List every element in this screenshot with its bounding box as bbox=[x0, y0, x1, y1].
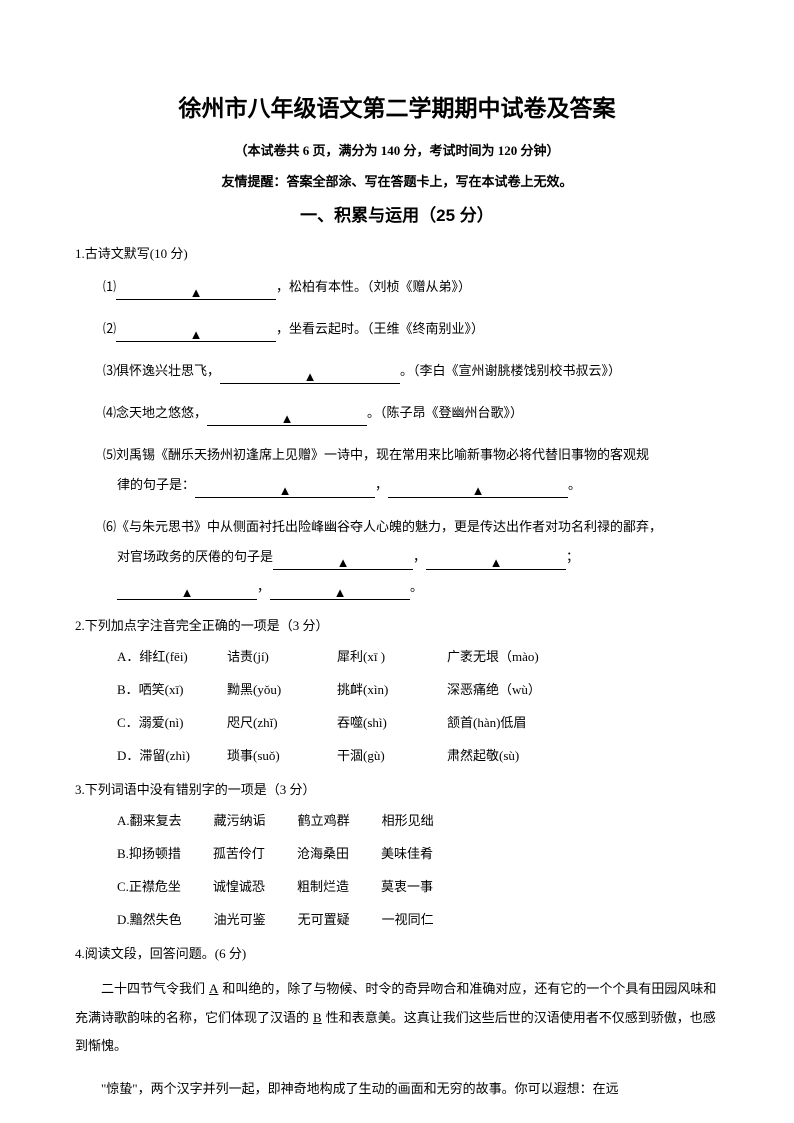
q3-heading: 3.下列词语中没有错别字的一项是（3 分） bbox=[75, 780, 719, 801]
opt-cell: 琐事(suǒ) bbox=[227, 746, 337, 767]
q1-item-6-line1: ⑹《与朱元思书》中从侧面衬托出险峰幽谷夺人心魄的魅力，更是传达出作者对功名利禄的… bbox=[103, 519, 662, 534]
blank: ▲ bbox=[116, 284, 276, 300]
opt-label: C.正襟危坐 bbox=[117, 879, 181, 894]
opt-cell: 粗制烂造 bbox=[297, 879, 349, 894]
opt-cell: 广袤无垠（mào) bbox=[447, 647, 577, 668]
q4-paragraph-1: 二十四节气令我们A和叫绝的，除了与物候、时令的奇异吻合和准确对应，还有它的一个个… bbox=[75, 975, 719, 1061]
opt-label: C．溺爱(nì) bbox=[117, 713, 227, 734]
opt-cell: 咫尺(zhǐ) bbox=[227, 713, 337, 734]
triangle-icon: ▲ bbox=[279, 478, 292, 504]
triangle-icon: ▲ bbox=[281, 406, 294, 432]
opt-cell: 颔首(hàn)低眉 bbox=[447, 713, 577, 734]
q1-item-1-after: ，松柏有本性。（刘桢《赠从弟》） bbox=[276, 279, 471, 294]
q1-item-6-line2: 对官场政务的厌倦的句子是▲，▲； bbox=[75, 544, 719, 570]
triangle-icon: ▲ bbox=[472, 478, 485, 504]
section-heading: 一、积累与运用（25 分） bbox=[75, 202, 719, 229]
opt-cell: 诘责(jí) bbox=[227, 647, 337, 668]
blank: ▲ bbox=[207, 410, 367, 426]
q1-item-4: ⑷念天地之悠悠，▲。（陈子昂《登幽州台歌》） bbox=[75, 400, 719, 426]
q1-item-5-line2: 律的句子是：▲，▲。 bbox=[75, 472, 719, 498]
opt-label: D.黯然失色 bbox=[117, 912, 182, 927]
opt-cell: 挑衅(xìn) bbox=[337, 680, 447, 701]
q1-item-2-after: ，坐看云起时。（王维《终南别业》） bbox=[276, 321, 484, 336]
q1-item-6: ⑹《与朱元思书》中从侧面衬托出险峰幽谷夺人心魄的魅力，更是传达出作者对功名利禄的… bbox=[75, 514, 719, 540]
q1-item-3-after: 。（李白《宣州谢朓楼饯别校书叔云》） bbox=[400, 363, 621, 378]
opt-cell: 犀利(xī ) bbox=[337, 647, 447, 668]
q1-item-6-line3: ▲，▲。 bbox=[75, 574, 719, 600]
q1-item-2-prefix: ⑵ bbox=[103, 321, 116, 336]
blank: ▲ bbox=[195, 482, 375, 498]
opt-cell: 肃然起敬(sù) bbox=[447, 746, 577, 767]
q2-heading: 2.下列加点字注音完全正确的一项是（3 分） bbox=[75, 616, 719, 637]
q1-heading: 1.古诗文默写(10 分) bbox=[75, 244, 719, 265]
opt-label: A.翻来复去 bbox=[117, 813, 182, 828]
opt-cell: 油光可鉴 bbox=[214, 912, 266, 927]
q2-option-d: D．滞留(zhì) 琐事(suǒ) 干涸(gù) 肃然起敬(sù) bbox=[75, 746, 719, 767]
blank: ▲ bbox=[426, 554, 566, 570]
opt-cell: 藏污纳诟 bbox=[214, 813, 266, 828]
opt-label: B.抑扬顿措 bbox=[117, 846, 181, 861]
q1-item-5: ⑸刘禹锡《酬乐天扬州初逢席上见赠》一诗中，现在常用来比喻新事物必将代替旧事物的客… bbox=[75, 442, 719, 468]
opt-cell: 相形见绌 bbox=[382, 813, 434, 828]
q4-paragraph-2: "惊蛰"，两个汉字并列一起，即神奇地构成了生动的画面和无穷的故事。你可以遐想：在… bbox=[75, 1075, 719, 1104]
opt-label: B．哂笑(xī) bbox=[117, 680, 227, 701]
opt-cell: 孤苦伶仃 bbox=[213, 846, 265, 861]
triangle-icon: ▲ bbox=[190, 280, 203, 306]
triangle-icon: ▲ bbox=[190, 322, 203, 348]
q1-item-4-prefix: ⑷念天地之悠悠， bbox=[103, 405, 207, 420]
triangle-icon: ▲ bbox=[304, 364, 317, 390]
blank: ▲ bbox=[116, 326, 276, 342]
q1-item-1: ⑴▲，松柏有本性。（刘桢《赠从弟》） bbox=[75, 274, 719, 300]
opt-cell: 无可置疑 bbox=[298, 912, 350, 927]
exam-subtitle: （本试卷共 6 页，满分为 140 分，考试时间为 120 分钟） bbox=[75, 141, 719, 162]
opt-cell: 黝黑(yǒu) bbox=[227, 680, 337, 701]
q3-option-a: A.翻来复去 藏污纳诟 鹤立鸡群 相形见绌 bbox=[75, 811, 719, 832]
q3-option-d: D.黯然失色 油光可鉴 无可置疑 一视同仁 bbox=[75, 910, 719, 931]
q4-heading: 4.阅读文段，回答问题。(6 分) bbox=[75, 944, 719, 965]
q1-item-3-prefix: ⑶俱怀逸兴壮思飞， bbox=[103, 363, 220, 378]
exam-reminder: 友情提醒：答案全部涂、写在答题卡上，写在本试卷上无效。 bbox=[75, 172, 719, 193]
q2-option-a: A．绯红(fēi) 诘责(jí) 犀利(xī ) 广袤无垠（mào) bbox=[75, 647, 719, 668]
q1-item-4-after: 。（陈子昂《登幽州台歌》） bbox=[367, 405, 523, 420]
blank-b: B bbox=[309, 1010, 326, 1025]
q1-item-5-line1: ⑸刘禹锡《酬乐天扬州初逢席上见赠》一诗中，现在常用来比喻新事物必将代替旧事物的客… bbox=[103, 447, 649, 462]
triangle-icon: ▲ bbox=[337, 550, 350, 576]
triangle-icon: ▲ bbox=[334, 580, 347, 606]
q1-item-5-prefix2: 律的句子是： bbox=[117, 477, 195, 492]
opt-cell: 诚惶诚恐 bbox=[213, 879, 265, 894]
opt-cell: 美味佳肴 bbox=[381, 846, 433, 861]
blank: ▲ bbox=[117, 584, 257, 600]
opt-cell: 吞噬(shì) bbox=[337, 713, 447, 734]
triangle-icon: ▲ bbox=[181, 580, 194, 606]
q4-p1a: 二十四节气令我们 bbox=[101, 981, 205, 996]
q2-option-b: B．哂笑(xī) 黝黑(yǒu) 挑衅(xìn) 深恶痛绝（wù） bbox=[75, 680, 719, 701]
triangle-icon: ▲ bbox=[490, 550, 503, 576]
blank: ▲ bbox=[273, 554, 413, 570]
blank: ▲ bbox=[270, 584, 410, 600]
opt-label: D．滞留(zhì) bbox=[117, 746, 227, 767]
exam-title: 徐州市八年级语文第二学期期中试卷及答案 bbox=[75, 90, 719, 127]
q3-option-b: B.抑扬顿措 孤苦伶仃 沧海桑田 美味佳肴 bbox=[75, 844, 719, 865]
opt-cell: 干涸(gù) bbox=[337, 746, 447, 767]
opt-cell: 深恶痛绝（wù） bbox=[447, 680, 577, 701]
q1-item-1-prefix: ⑴ bbox=[103, 279, 116, 294]
q1-item-2: ⑵▲，坐看云起时。（王维《终南别业》） bbox=[75, 316, 719, 342]
blank: ▲ bbox=[220, 368, 400, 384]
q1-item-3: ⑶俱怀逸兴壮思飞，▲。（李白《宣州谢朓楼饯别校书叔云》） bbox=[75, 358, 719, 384]
opt-cell: 沧海桑田 bbox=[297, 846, 349, 861]
blank-a: A bbox=[205, 981, 222, 996]
opt-cell: 一视同仁 bbox=[382, 912, 434, 927]
q2-option-c: C．溺爱(nì) 咫尺(zhǐ) 吞噬(shì) 颔首(hàn)低眉 bbox=[75, 713, 719, 734]
opt-cell: 鹤立鸡群 bbox=[298, 813, 350, 828]
opt-label: A．绯红(fēi) bbox=[117, 647, 227, 668]
opt-cell: 莫衷一事 bbox=[381, 879, 433, 894]
q1-item-6-prefix2: 对官场政务的厌倦的句子是 bbox=[117, 549, 273, 564]
blank: ▲ bbox=[388, 482, 568, 498]
q3-option-c: C.正襟危坐 诚惶诚恐 粗制烂造 莫衷一事 bbox=[75, 877, 719, 898]
